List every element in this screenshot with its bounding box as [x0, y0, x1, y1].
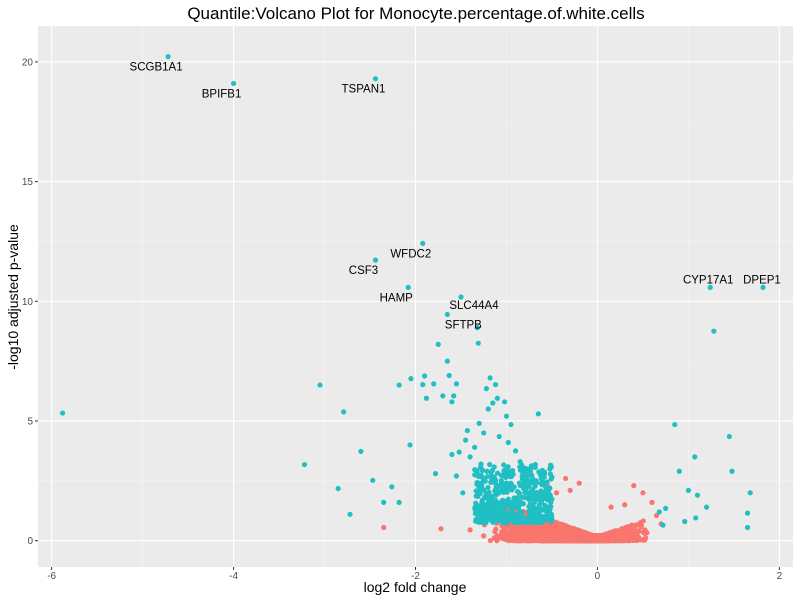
not-significant-point: [629, 536, 635, 542]
not-significant-point: [643, 535, 649, 541]
not-significant-point: [487, 537, 494, 544]
not-significant-point: [633, 522, 640, 528]
not-significant-point: [638, 524, 644, 530]
not-significant-point: [508, 533, 514, 540]
grid-lines: [38, 26, 793, 567]
not-significant-point: [637, 520, 644, 526]
not-significant-point: [638, 537, 644, 543]
not-significant-point: [509, 524, 515, 530]
not-significant-point: [635, 529, 641, 536]
chart-title: Quantile:Volcano Plot for Monocyte.perce…: [187, 4, 644, 23]
